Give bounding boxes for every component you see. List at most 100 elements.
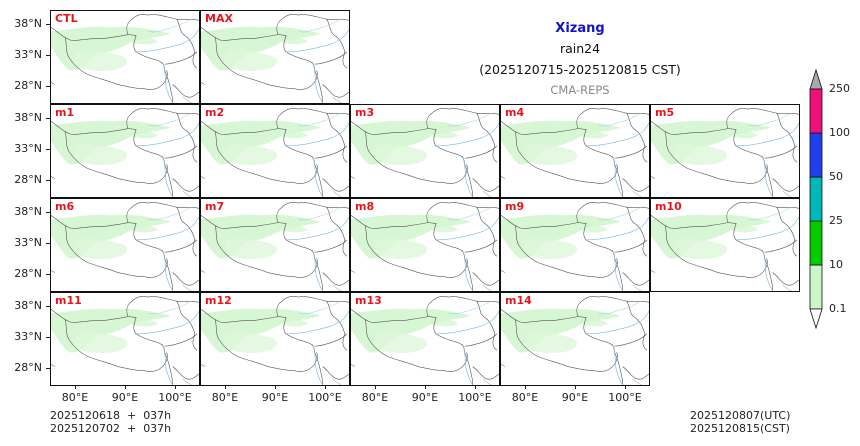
panel-label: m8 xyxy=(355,200,375,213)
colorbar-under-arrow xyxy=(809,308,823,330)
x-tick-mark xyxy=(475,385,476,389)
y-tick-label: 28°N xyxy=(14,361,42,374)
x-tick-mark xyxy=(575,385,576,389)
x-tick-mark xyxy=(625,385,626,389)
y-tick-mark xyxy=(46,212,50,213)
y-tick-label: 33°N xyxy=(14,236,42,249)
colorbar-segment xyxy=(809,88,823,134)
x-tick-label: 90°E xyxy=(561,391,589,404)
region-title: Xizang xyxy=(555,21,605,36)
y-tick-mark xyxy=(46,86,50,87)
colorbar-segment xyxy=(809,176,823,222)
map-panel-m6: m6 xyxy=(50,198,200,292)
x-tick-mark xyxy=(125,385,126,389)
y-tick-mark xyxy=(46,243,50,244)
y-tick-mark xyxy=(46,368,50,369)
map-panel-m2: m2 xyxy=(200,104,350,198)
map-panel-m12: m12 xyxy=(200,292,350,386)
x-tick-label: 80°E xyxy=(211,391,239,404)
x-tick-mark xyxy=(225,385,226,389)
x-tick-mark xyxy=(75,385,76,389)
map-panel-m5: m5 xyxy=(650,104,800,198)
model-title: CMA-REPS xyxy=(550,83,610,97)
panel-label: m2 xyxy=(205,106,225,119)
x-tick-label: 90°E xyxy=(111,391,139,404)
panel-label: m5 xyxy=(655,106,675,119)
y-tick-mark xyxy=(46,118,50,119)
panel-label: m11 xyxy=(55,294,82,307)
y-tick-mark xyxy=(46,337,50,338)
y-tick-mark xyxy=(46,55,50,56)
valid-time-utc: 2025120807(UTC) xyxy=(690,409,791,422)
panel-label: m1 xyxy=(55,106,75,119)
y-tick-label: 38°N xyxy=(14,205,42,218)
y-tick-label: 28°N xyxy=(14,173,42,186)
x-tick-label: 80°E xyxy=(61,391,89,404)
colorbar-level-label: 100 xyxy=(829,126,850,139)
y-tick-mark xyxy=(46,180,50,181)
y-tick-label: 28°N xyxy=(14,79,42,92)
map-panel-m9: m9 xyxy=(500,198,650,292)
map-panel-m14: m14 xyxy=(500,292,650,386)
y-tick-label: 38°N xyxy=(14,299,42,312)
y-tick-label: 38°N xyxy=(14,111,42,124)
colorbar-level-label: 250 xyxy=(829,82,850,95)
y-tick-mark xyxy=(46,274,50,275)
x-tick-label: 100°E xyxy=(158,391,192,404)
colorbar-segment xyxy=(809,132,823,178)
x-tick-label: 100°E xyxy=(608,391,642,404)
map-panel-ctl: CTL xyxy=(50,10,200,104)
map-panel-m3: m3 xyxy=(350,104,500,198)
init-time-line-2: 2025120702 + 037h xyxy=(50,421,172,435)
x-tick-mark xyxy=(325,385,326,389)
panel-label: m9 xyxy=(505,200,525,213)
colorbar-level-label: 10 xyxy=(829,258,843,271)
valid-time-cst: 2025120815(CST) xyxy=(690,421,790,435)
panel-label: m6 xyxy=(55,200,75,213)
x-tick-mark xyxy=(375,385,376,389)
colorbar-over-arrow xyxy=(809,68,823,90)
panel-label: MAX xyxy=(205,12,233,25)
x-tick-label: 100°E xyxy=(458,391,492,404)
panel-label: CTL xyxy=(55,12,78,25)
init-time-line-1: 2025120618 + 037h xyxy=(50,409,172,422)
panel-label: m4 xyxy=(505,106,525,119)
map-panel-m10: m10 xyxy=(650,198,800,292)
map-panel-m11: m11 xyxy=(50,292,200,386)
x-tick-label: 90°E xyxy=(411,391,439,404)
colorbar-level-label: 0.1 xyxy=(829,302,847,315)
variable-title: rain24 xyxy=(559,41,601,56)
y-tick-label: 38°N xyxy=(14,17,42,30)
map-panel-m4: m4 xyxy=(500,104,650,198)
x-tick-mark xyxy=(275,385,276,389)
x-tick-label: 80°E xyxy=(361,391,389,404)
map-panel-max: MAX xyxy=(200,10,350,104)
x-tick-label: 80°E xyxy=(511,391,539,404)
panel-label: m10 xyxy=(655,200,682,213)
panel-label: m3 xyxy=(355,106,375,119)
y-tick-mark xyxy=(46,149,50,150)
y-tick-label: 33°N xyxy=(14,330,42,343)
map-panel-m13: m13 xyxy=(350,292,500,386)
y-tick-label: 28°N xyxy=(14,267,42,280)
y-tick-label: 33°N xyxy=(14,142,42,155)
y-tick-mark xyxy=(46,306,50,307)
panel-label: m13 xyxy=(355,294,382,307)
y-tick-label: 33°N xyxy=(14,48,42,61)
colorbar xyxy=(808,68,824,330)
colorbar-segment xyxy=(809,264,823,310)
x-tick-mark xyxy=(175,385,176,389)
colorbar-level-label: 25 xyxy=(829,214,843,227)
colorbar-graphic xyxy=(809,68,823,330)
colorbar-segment xyxy=(809,220,823,266)
map-panel-m7: m7 xyxy=(200,198,350,292)
map-panel-m1: m1 xyxy=(50,104,200,198)
x-tick-mark xyxy=(425,385,426,389)
title-block: Xizang rain24 (2025120715-2025120815 CST… xyxy=(430,18,730,100)
panel-label: m12 xyxy=(205,294,232,307)
x-tick-mark xyxy=(525,385,526,389)
x-tick-label: 90°E xyxy=(261,391,289,404)
map-panel-m8: m8 xyxy=(350,198,500,292)
period-title: (2025120715-2025120815 CST) xyxy=(479,62,681,77)
y-tick-mark xyxy=(46,24,50,25)
